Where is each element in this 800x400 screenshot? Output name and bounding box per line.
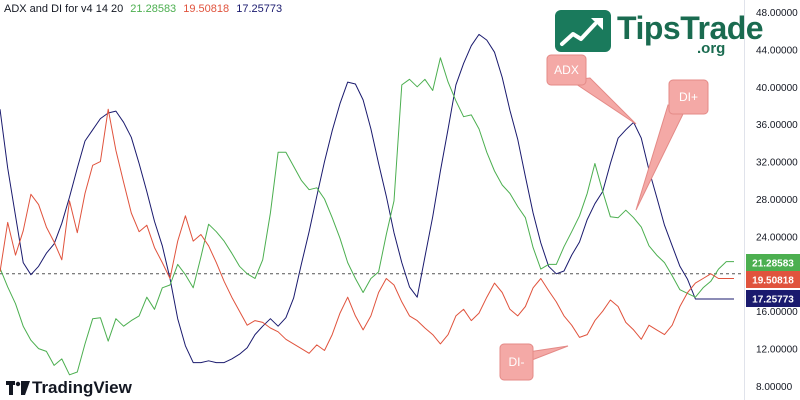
di-minus-callout-pointer bbox=[527, 345, 569, 361]
di-plus-callout-pointer bbox=[635, 104, 685, 211]
logo-sub-text: .org bbox=[697, 40, 726, 57]
adx-line bbox=[0, 33, 734, 364]
di-minus-badge-label: 19.50818 bbox=[752, 276, 794, 287]
adx-badge-label: 17.25773 bbox=[752, 295, 794, 306]
di-minus-callout-box bbox=[499, 343, 534, 381]
tradingview-brand-text: TradingView bbox=[32, 378, 132, 397]
y-tick-label: 40.00000 bbox=[756, 83, 798, 94]
di-plus-callout-box bbox=[668, 79, 709, 115]
indicator-title: ADX and DI for v4 14 20 bbox=[4, 3, 124, 15]
di-plus-value: 21.28583 bbox=[130, 3, 177, 15]
y-tick-label: 24.00000 bbox=[756, 232, 798, 243]
adx-callout-label: ADX bbox=[554, 63, 579, 77]
adx-value: 17.25773 bbox=[236, 3, 283, 15]
di-minus-callout-label: DI- bbox=[509, 355, 525, 369]
trending-up-icon bbox=[555, 10, 611, 52]
di-plus-badge-label: 21.28583 bbox=[752, 259, 794, 270]
y-tick-label: 12.00000 bbox=[756, 345, 798, 356]
y-tick-label: 32.00000 bbox=[756, 158, 798, 169]
adx-badge bbox=[746, 290, 800, 307]
series-layer bbox=[0, 33, 734, 376]
di-plus-badge bbox=[746, 254, 800, 271]
y-tick-label: 16.00000 bbox=[756, 307, 798, 318]
di-plus-callout: DI+ bbox=[635, 79, 709, 211]
y-tick-label: 44.00000 bbox=[756, 45, 798, 56]
y-tick-label: 8.00000 bbox=[756, 382, 793, 393]
callouts-layer: ADX DI+ DI- bbox=[499, 54, 709, 381]
adx-callout: ADX bbox=[546, 54, 637, 125]
adx-callout-box bbox=[546, 54, 587, 86]
y-tick-label: 36.00000 bbox=[756, 120, 798, 131]
di-minus-badge bbox=[746, 271, 800, 288]
di-minus-line bbox=[0, 108, 734, 354]
indicator-header: ADX and DI for v4 14 20 21.28583 19.5081… bbox=[4, 3, 286, 15]
di-minus-value: 19.50818 bbox=[183, 3, 230, 15]
di-plus-callout-label: DI+ bbox=[679, 90, 698, 104]
y-tick-label: 48.00000 bbox=[756, 8, 798, 19]
logo-main-text: TipsTrade bbox=[617, 10, 764, 46]
di-minus-callout: DI- bbox=[499, 343, 569, 381]
di-plus-line bbox=[0, 57, 734, 376]
tradingview-logo-icon bbox=[6, 381, 30, 400]
tipstrade-logo: TipsTrade .org bbox=[555, 10, 764, 57]
y-tick-label: 28.00000 bbox=[756, 195, 798, 206]
y-axis: 48.00000 44.00000 40.00000 36.00000 32.00000… bbox=[744, 0, 800, 400]
